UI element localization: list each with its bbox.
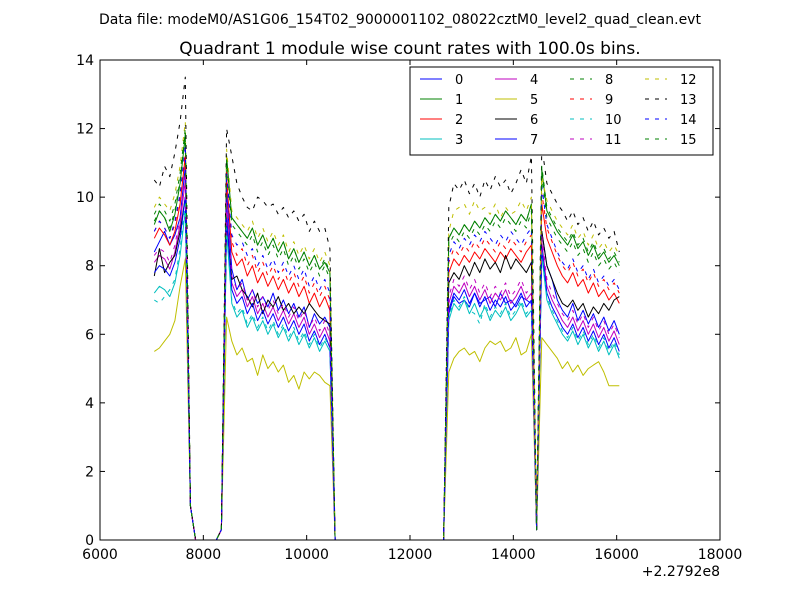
x-tick-label: 8000 [186, 547, 222, 563]
y-tick-label: 8 [85, 259, 94, 275]
x-tick-label: 14000 [491, 547, 536, 563]
legend-label-10: 10 [605, 113, 622, 128]
legend-box [409, 66, 714, 156]
figure-suptitle: Data file: modeM0/AS1G06_154T02_90000011… [99, 12, 701, 28]
x-offset-label: +2.2792e8 [642, 564, 720, 580]
x-tick-label: 6000 [82, 547, 118, 563]
legend-label-11: 11 [605, 133, 622, 148]
x-tick-label: 10000 [284, 547, 329, 563]
legend-label-14: 14 [680, 113, 697, 128]
legend-label-1: 1 [455, 93, 463, 108]
y-tick-label: 6 [85, 327, 94, 343]
legend-label-9: 9 [605, 93, 613, 108]
x-tick-label: 12000 [388, 547, 433, 563]
chart-title: Quadrant 1 module wise count rates with … [179, 39, 640, 59]
series-line-6 [153, 196, 620, 540]
x-tick-label: 16000 [594, 547, 639, 563]
legend-label-3: 3 [455, 133, 463, 148]
legend-label-5: 5 [530, 93, 538, 108]
y-tick-label: 12 [76, 122, 94, 138]
axis-ticks: 6000 8000 10000 12000 14000 16000 180000246810… [76, 53, 742, 563]
legend-label-7: 7 [530, 133, 538, 148]
plot-area: 6000 8000 10000 12000 14000 16000 180000246810… [76, 53, 742, 563]
y-tick-label: 2 [85, 464, 94, 480]
y-tick-label: 4 [85, 396, 94, 412]
legend-label-12: 12 [680, 73, 697, 88]
series-line-5 [154, 258, 620, 540]
series-line-15 [153, 128, 620, 540]
legend-label-4: 4 [530, 73, 538, 88]
series-line-7 [153, 196, 620, 540]
legend-label-13: 13 [680, 93, 697, 108]
y-tick-label: 14 [76, 53, 94, 69]
x-tick-label: 18000 [698, 547, 743, 563]
legend-label-6: 6 [530, 113, 538, 128]
y-tick-label: 10 [76, 190, 94, 206]
legend-label-8: 8 [605, 73, 613, 88]
y-tick-label: 0 [85, 533, 94, 549]
legend-label-15: 15 [680, 133, 697, 148]
legend-label-0: 0 [455, 73, 463, 88]
series-line-12 [153, 121, 620, 540]
legend-label-2: 2 [455, 113, 463, 128]
series-layer [153, 76, 620, 540]
series-line-11 [153, 172, 620, 540]
